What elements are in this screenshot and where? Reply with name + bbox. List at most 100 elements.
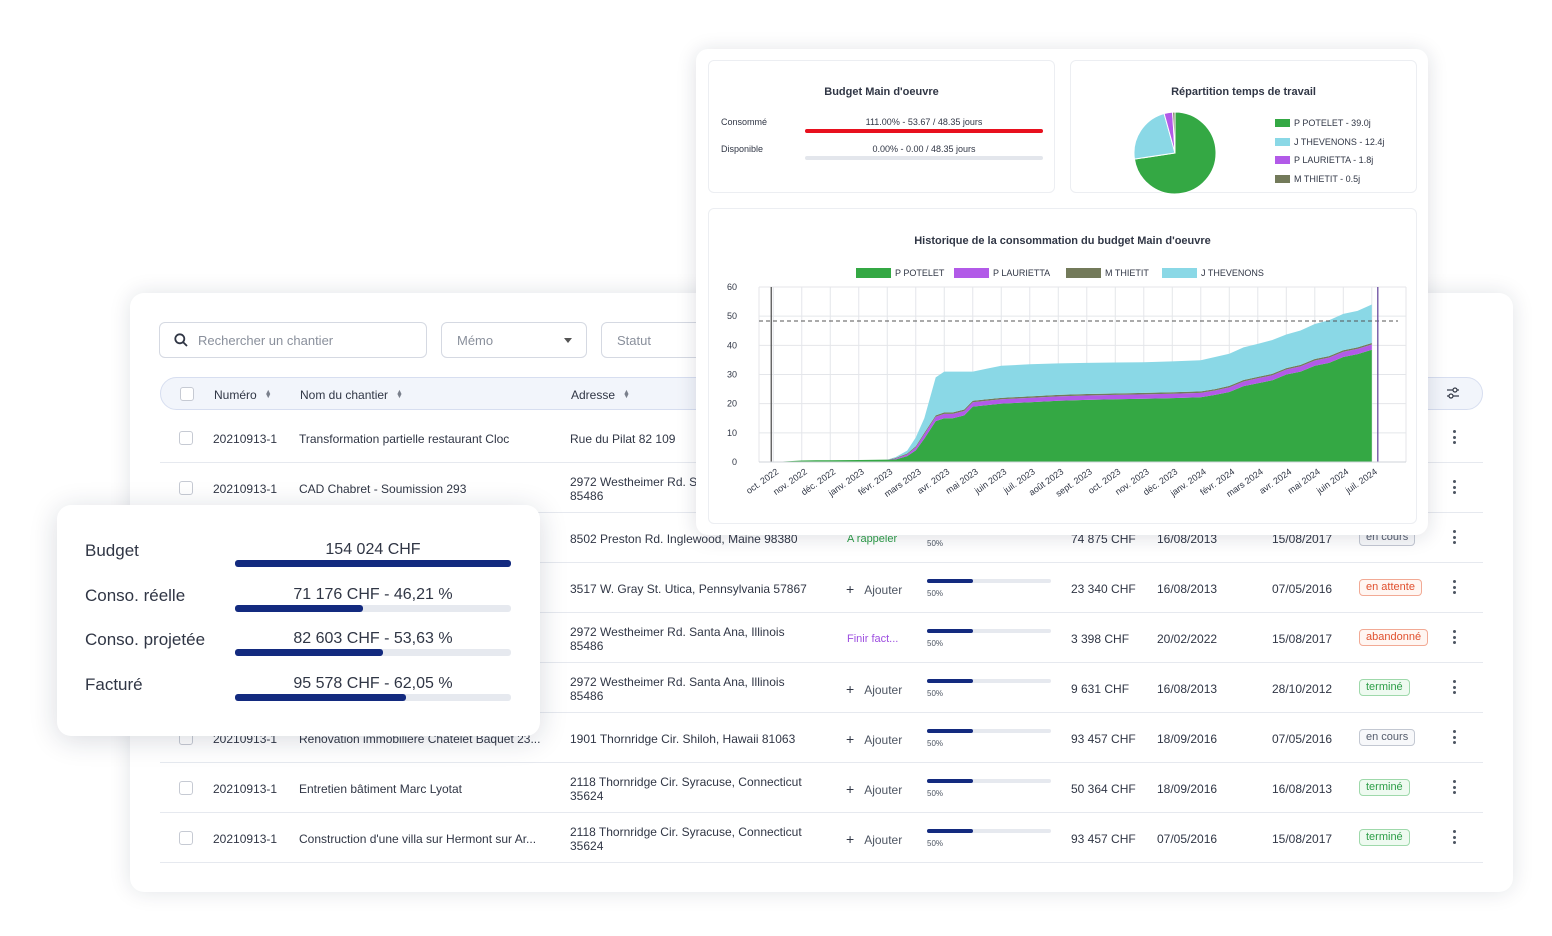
disponible-label: Disponible [721,144,764,154]
row-progress-label: 50% [927,589,944,598]
select-all-checkbox[interactable] [180,387,194,401]
add-action-button[interactable]: + Ajouter [846,681,902,697]
y-tick-label: 0 [732,457,737,467]
table-row[interactable]: 2972 Westheimer Rd. Santa Ana, Illinois 8… [160,663,1483,713]
row-date-debut: 07/05/2016 [1157,832,1218,846]
add-action-button[interactable]: + Ajouter [846,731,902,747]
row-nom[interactable]: Transformation partielle restaurant Cloc [299,432,510,446]
more-options-icon[interactable] [1453,630,1457,647]
row-montant: 50 364 CHF [1071,782,1136,796]
area-legend-label: P LAURIETTA [993,268,1051,278]
legend-swatch [1275,156,1290,164]
column-settings-icon[interactable] [1446,387,1460,399]
row-checkbox[interactable] [179,781,193,795]
more-options-icon[interactable] [1453,480,1457,497]
table-row[interactable]: 3517 W. Gray St. Utica, Pennsylvania 578… [160,563,1483,613]
budget-summary-card: Budget 154 024 CHF Conso. réelle 71 176 CHF… [57,505,540,736]
more-options-icon[interactable] [1453,680,1457,697]
more-options-icon[interactable] [1453,780,1457,797]
add-action-label: Ajouter [864,683,903,697]
search-input[interactable]: Rechercher un chantier [159,322,427,358]
row-progress-fill [927,829,973,833]
budget-item-value: 82 603 CHF - 53,63 % [293,630,453,647]
row-adresse-line1: 2118 Thornridge Cir. Syracuse, Connectic… [570,825,802,839]
y-tick-label: 60 [727,282,737,292]
area-legend-item[interactable]: P LAURIETTA [954,268,1050,278]
row-progress-fill [927,679,973,683]
row-date-debut: 16/08/2013 [1157,532,1218,546]
budget-item-label: Budget [85,541,139,560]
x-tick-label: juil. 2024 [1343,466,1379,495]
row-progress-bar [927,829,1051,833]
table-row[interactable]: 20210913-1 Entretien bâtiment Marc Lyotat… [160,763,1483,813]
budget-item-bar [235,604,511,612]
row-action-link[interactable]: Finir fact... [847,633,899,645]
plus-icon: + [846,681,855,697]
area-series-j-thevenons[interactable] [773,304,1372,463]
sort-icon: ▲ ▼ [396,389,403,400]
pie-slice-m-thietit[interactable] [1172,111,1176,154]
row-adresse-line2: 85486 [570,639,604,653]
budget-item-label: Conso. réelle [85,585,186,605]
budget-item-value: 71 176 CHF - 46,21 % [293,585,453,603]
column-numero-label: Numéro [214,388,257,402]
area-legend-item[interactable]: P POTELET [856,268,944,278]
row-date-debut: 18/09/2016 [1157,732,1218,746]
area-series-p-potelet[interactable] [773,349,1372,462]
area-legend-label: M THIETIT [1105,268,1149,278]
row-nom[interactable]: CAD Chabret - Soumission 293 [299,482,467,496]
row-numero: 20210913-1 [213,832,278,846]
row-nom[interactable]: Entretien bâtiment Marc Lyotat [299,782,462,796]
historique-panel: Historique de la consommation du budget … [708,208,1417,524]
row-montant: 93 457 CHF [1071,832,1136,846]
more-options-icon[interactable] [1453,830,1457,847]
repartition-panel: Répartition temps de travail P POTELET -… [1070,60,1417,195]
row-progress-bar [927,629,1051,633]
budget-item-bar-fill [235,693,407,701]
row-adresse-line2: 85486 [570,489,604,503]
statut-select-label: Statut [617,332,651,348]
column-nom[interactable]: Nom du chantier ▲ ▼ [300,388,403,402]
budget-item-value: 95 578 CHF - 62,05 % [293,674,453,692]
table-row[interactable]: 20210913-1 Construction d'une villa sur H… [160,813,1483,863]
add-action-button[interactable]: + Ajouter [846,581,902,597]
row-checkbox[interactable] [179,431,193,445]
row-date-debut: 18/09/2016 [1157,782,1218,796]
row-adresse-line1: 2972 Westheimer Rd. Santa Ana, Illinois [570,675,785,689]
more-options-icon[interactable] [1453,730,1457,747]
row-checkbox[interactable] [179,481,193,495]
pie-slice-j-thevenons[interactable] [1133,112,1176,160]
row-montant: 3 398 CHF [1071,632,1130,646]
area-legend-label: P POTELET [895,268,945,278]
more-options-icon[interactable] [1453,580,1457,597]
add-action-button[interactable]: + Ajouter [846,831,902,847]
legend-swatch [1066,268,1101,278]
row-adresse: 3517 W. Gray St. Utica, Pennsylvania 578… [570,582,807,596]
sort-icon: ▲ ▼ [264,389,272,400]
add-action-button[interactable]: + Ajouter [846,781,902,797]
more-options-icon[interactable] [1453,430,1457,447]
row-action-link[interactable]: A rappeler [847,533,898,545]
search-placeholder: Rechercher un chantier [198,332,334,348]
row-montant: 9 631 CHF [1071,682,1130,696]
row-numero: 20210913-1 [213,782,278,796]
add-action-label: Ajouter [864,583,903,597]
y-tick-label: 20 [727,399,737,409]
row-date-fin: 15/08/2017 [1272,632,1333,646]
more-options-icon[interactable] [1453,530,1457,547]
row-progress-fill [927,779,973,783]
column-adresse[interactable]: Adresse ▲ ▼ [571,388,630,402]
column-numero[interactable]: Numéro ▲ ▼ [214,388,272,402]
row-date-fin: 15/08/2017 [1272,532,1333,546]
area-legend-item[interactable]: J THEVENONS [1162,268,1264,278]
row-nom[interactable]: Construction d'une villa sur Hermont sur… [299,832,537,846]
row-adresse: 8502 Preston Rd. Inglewood, Maine 98380 [570,532,798,546]
row-adresse-line1: 2118 Thornridge Cir. Syracuse, Connectic… [570,775,802,789]
memo-select[interactable]: Mémo [441,322,587,358]
row-checkbox[interactable] [179,831,193,845]
row-progress-bar [927,679,1051,683]
area-legend-item[interactable]: M THIETIT [1066,268,1149,278]
pie-legend-label: M THIETIT - 0.5j [1294,173,1361,184]
row-date-debut: 20/02/2022 [1157,632,1218,646]
plus-icon: + [846,831,855,847]
